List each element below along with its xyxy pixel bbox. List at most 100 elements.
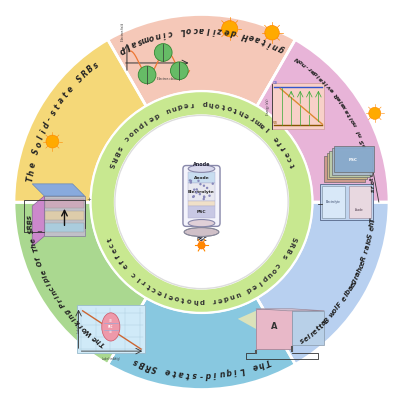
Wedge shape xyxy=(108,298,295,389)
Text: r: r xyxy=(212,297,216,303)
Text: B: B xyxy=(27,219,33,225)
Text: l: l xyxy=(256,279,262,285)
Text: i: i xyxy=(267,39,272,48)
Text: l: l xyxy=(265,126,271,132)
Text: z: z xyxy=(218,26,223,35)
Text: S: S xyxy=(151,363,158,373)
Text: h: h xyxy=(27,169,36,176)
Bar xyxy=(292,311,324,345)
Wedge shape xyxy=(14,202,146,364)
Text: i: i xyxy=(213,369,217,379)
Text: l: l xyxy=(334,305,341,311)
Text: n: n xyxy=(367,161,373,166)
Text: e: e xyxy=(122,261,130,269)
Text: n: n xyxy=(154,30,161,40)
Text: t: t xyxy=(53,103,62,111)
Text: h: h xyxy=(369,221,376,227)
Circle shape xyxy=(208,194,211,197)
Text: −: − xyxy=(36,229,42,235)
Text: r: r xyxy=(77,322,84,329)
Text: o: o xyxy=(81,325,88,332)
Text: i: i xyxy=(47,282,53,286)
Text: v: v xyxy=(326,83,333,90)
Text: c: c xyxy=(193,25,197,34)
Text: e: e xyxy=(312,328,319,335)
Text: d: d xyxy=(313,69,320,76)
Text: R: R xyxy=(361,256,368,263)
Text: PSC: PSC xyxy=(348,158,357,162)
Text: T: T xyxy=(99,339,106,347)
Text: t: t xyxy=(181,296,185,302)
Wedge shape xyxy=(91,91,312,313)
Text: g: g xyxy=(276,44,286,54)
Text: Anode: Anode xyxy=(194,176,209,180)
Text: T: T xyxy=(32,246,39,252)
Text: p: p xyxy=(136,121,144,129)
Wedge shape xyxy=(257,40,389,202)
Text: e: e xyxy=(217,296,223,303)
Text: e: e xyxy=(66,85,76,95)
Text: i: i xyxy=(213,25,216,35)
Text: o: o xyxy=(187,297,192,303)
Text: r: r xyxy=(141,279,147,286)
Text: d: d xyxy=(152,111,160,118)
Text: f: f xyxy=(281,145,288,151)
Text: R: R xyxy=(109,156,116,163)
Text: s: s xyxy=(192,370,197,379)
Text: t: t xyxy=(62,91,71,99)
Text: f: f xyxy=(35,256,42,261)
Text: n: n xyxy=(170,104,177,111)
Text: e: e xyxy=(164,366,171,376)
Text: R: R xyxy=(334,92,341,99)
Text: c: c xyxy=(365,154,371,159)
Text: h: h xyxy=(31,242,38,248)
Text: e: e xyxy=(341,295,348,302)
Text: A: A xyxy=(271,322,277,331)
Text: m: m xyxy=(140,34,150,44)
Text: o: o xyxy=(269,266,277,274)
Text: r: r xyxy=(364,249,370,254)
Text: Label (mAh/g): Label (mAh/g) xyxy=(102,357,120,361)
Text: l: l xyxy=(206,25,209,34)
Text: s: s xyxy=(27,215,33,219)
Text: l: l xyxy=(37,135,46,141)
Text: u: u xyxy=(265,270,273,278)
Text: p: p xyxy=(260,274,268,282)
Text: e: e xyxy=(224,27,230,36)
Circle shape xyxy=(138,66,156,84)
Bar xyxy=(188,202,215,206)
Text: p: p xyxy=(199,298,204,304)
Text: a: a xyxy=(364,244,372,251)
Text: u: u xyxy=(164,106,171,113)
Text: PSC: PSC xyxy=(196,237,207,242)
Bar xyxy=(329,151,370,177)
Text: c: c xyxy=(123,135,130,141)
Bar xyxy=(77,305,145,353)
Text: e: e xyxy=(361,142,368,148)
Text: T: T xyxy=(263,356,272,366)
Text: t: t xyxy=(322,78,327,84)
Text: l: l xyxy=(339,99,344,104)
Text: s: s xyxy=(132,356,139,366)
Text: d: d xyxy=(230,27,237,38)
Text: h: h xyxy=(208,101,214,107)
Text: g: g xyxy=(351,278,359,285)
Text: e: e xyxy=(183,101,189,108)
Text: e: e xyxy=(244,111,251,118)
Text: B: B xyxy=(284,246,292,254)
Text: P: P xyxy=(58,300,66,308)
Text: o: o xyxy=(226,104,233,111)
Text: a: a xyxy=(178,368,184,378)
Bar xyxy=(334,146,374,172)
Polygon shape xyxy=(32,196,44,246)
Text: f: f xyxy=(277,140,284,146)
Text: b: b xyxy=(345,288,353,295)
Text: R: R xyxy=(80,69,91,80)
Bar xyxy=(320,184,373,220)
Text: S: S xyxy=(31,148,42,156)
Text: e: e xyxy=(28,162,38,169)
Text: i: i xyxy=(161,29,166,38)
Text: c: c xyxy=(151,285,158,292)
Text: n: n xyxy=(352,121,359,127)
Text: B: B xyxy=(323,316,331,324)
